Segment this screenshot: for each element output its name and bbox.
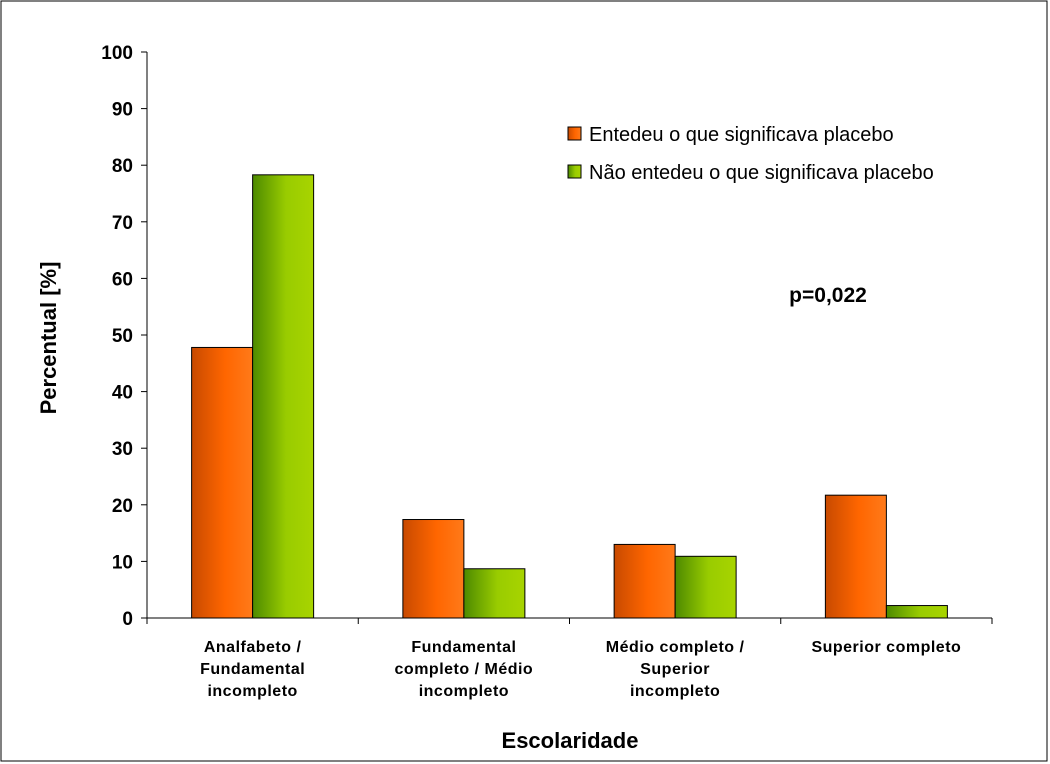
- legend-swatch-1: [567, 126, 582, 141]
- bar-series-2-cat-3: [674, 555, 737, 619]
- bar-series-1-cat-4: [824, 494, 887, 619]
- y-tick-label: 30: [112, 439, 133, 460]
- x-category-label: Médio completo / Superior incompleto: [606, 639, 745, 700]
- bar-series-2-cat-1: [252, 174, 315, 619]
- y-tick-label: 0: [122, 609, 133, 630]
- y-tick-label: 60: [112, 269, 133, 290]
- p-value-annotation: p=0,022: [789, 284, 867, 307]
- bar-series-2-cat-2: [463, 568, 526, 619]
- bar-series-2-cat-4: [885, 605, 948, 619]
- axis-labels: 0 10 20 30 40 50 60 70 80 90 100 Analfabeto / Fundam…: [101, 43, 961, 700]
- y-tick-label: 40: [112, 383, 133, 404]
- y-tick-label: 10: [112, 552, 133, 573]
- y-axis-title: Percentual [%]: [36, 262, 61, 415]
- y-tick-label: 80: [112, 156, 133, 177]
- legend-swatch-2: [567, 164, 582, 179]
- y-tick-label: 70: [112, 213, 133, 234]
- legend: Entedeu o que significava placebo Não ent…: [567, 124, 934, 184]
- x-axis-title: Escolaridade: [502, 728, 639, 753]
- legend-label-2: Não entedeu o que significava placebo: [589, 162, 934, 184]
- bars: [191, 174, 948, 619]
- x-category-label: Analfabeto / Fundamental incompleto: [200, 639, 305, 700]
- x-category-label: Superior completo: [811, 639, 961, 656]
- bar-series-1-cat-3: [613, 543, 676, 619]
- axes: [141, 51, 993, 624]
- y-tick-label: 100: [101, 43, 133, 64]
- bar-series-1-cat-1: [191, 346, 254, 619]
- y-tick-label: 50: [112, 326, 133, 347]
- bar-series-1-cat-2: [402, 519, 465, 619]
- legend-label-1: Entedeu o que significava placebo: [589, 124, 894, 146]
- y-tick-label: 20: [112, 496, 133, 517]
- x-category-label: Fundamental completo / Médio incompleto: [395, 639, 534, 700]
- y-tick-label: 90: [112, 100, 133, 121]
